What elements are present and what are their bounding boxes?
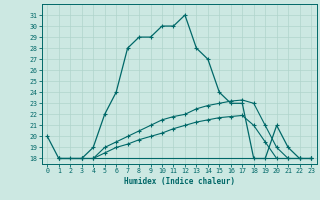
X-axis label: Humidex (Indice chaleur): Humidex (Indice chaleur) [124, 177, 235, 186]
